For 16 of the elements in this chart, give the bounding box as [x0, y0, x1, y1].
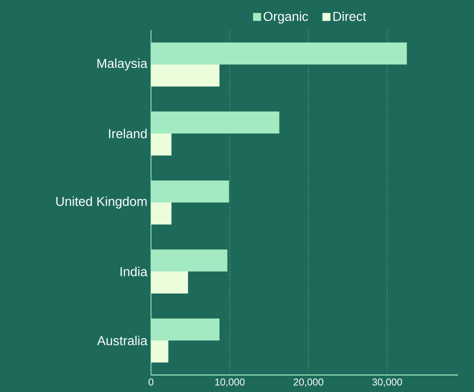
x-tick-label: 20,000 — [294, 378, 324, 387]
bar — [151, 340, 168, 362]
y-tick-label: Malaysia — [97, 58, 148, 71]
legend-label: Organic — [264, 11, 308, 24]
x-tick-label: 0 — [148, 378, 154, 386]
bar — [151, 64, 220, 86]
x-tick-label: 30,000 — [372, 378, 402, 387]
x-tick-label: 10,000 — [215, 378, 245, 387]
bar — [151, 134, 172, 156]
y-tick-label: United Kingdom — [56, 196, 147, 209]
y-tick-label: Australia — [97, 336, 148, 346]
legend-label: Direct — [333, 11, 366, 21]
y-tick-label: India — [120, 266, 148, 276]
y-tick-label: Ireland — [109, 128, 147, 138]
bar — [151, 202, 172, 224]
bar — [151, 272, 188, 294]
